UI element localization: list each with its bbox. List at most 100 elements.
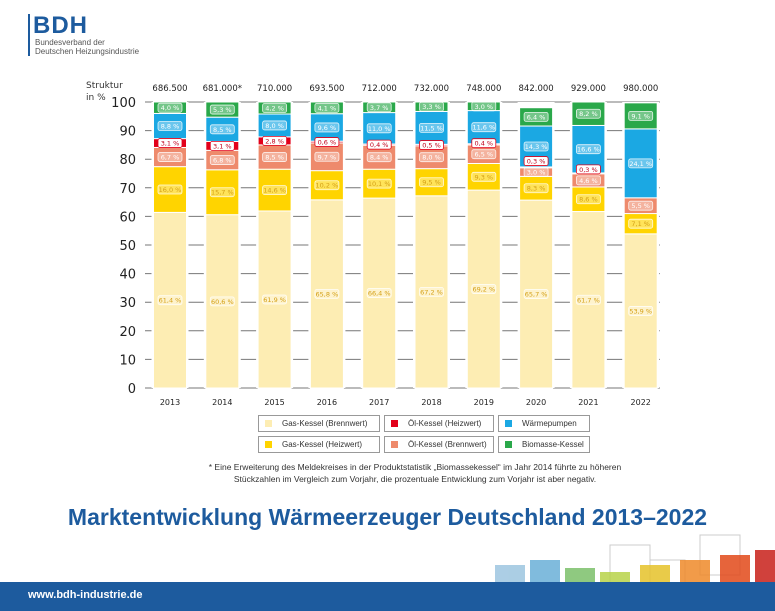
data-label-box [471, 284, 497, 294]
data-label-box [576, 175, 601, 186]
total-units-label: 842.000 [519, 84, 554, 94]
y-axis-label-unit: in % [86, 93, 106, 103]
data-label: 10,1 % [368, 180, 391, 188]
data-label: 0,6 % [318, 139, 337, 147]
data-label: 9,7 % [318, 153, 337, 161]
data-label-box [157, 152, 183, 162]
data-label-box [366, 102, 392, 113]
legend-swatch [391, 441, 398, 448]
logo-name: BDH [28, 14, 139, 38]
data-label-box [262, 135, 288, 146]
data-label-box [471, 149, 497, 160]
data-label: 9,5 % [422, 179, 441, 187]
bar-segment-gas_heizwert [362, 168, 397, 199]
y-tick-label: 80 [119, 153, 136, 168]
bar-2020: 65,7 % 8,3 % 3,0 % 0,3 % 14,3 % 6,4 % [517, 102, 555, 389]
x-tick-label: 2015 [264, 398, 284, 407]
data-label-box [209, 187, 235, 198]
bar-2022: 53,9 % 7,1 % 5,5 % 24,1 % 9,1 % [622, 102, 660, 389]
data-label: 14,3 % [525, 143, 548, 151]
legend-item-gas_heizwert: Gas-Kessel (Heizwert) [258, 436, 380, 453]
legend-swatch [505, 441, 512, 448]
total-units-label: 980.000 [623, 84, 658, 94]
legend-label: Öl-Kessel (Brennwert) [408, 440, 487, 449]
bar-segment-biomasse [623, 102, 658, 130]
data-label: 0,3 % [527, 158, 546, 166]
data-label-box [209, 296, 235, 307]
data-label: 2,8 % [265, 137, 284, 145]
total-units-label: 710.000 [257, 84, 292, 94]
data-label: 3,0 % [527, 169, 546, 177]
data-label: 7,1 % [631, 220, 650, 228]
data-label: 11,5 % [420, 124, 443, 132]
data-label: 6,7 % [161, 154, 180, 162]
data-label-box [157, 138, 183, 148]
data-label-box [628, 110, 654, 121]
data-label-box [209, 155, 235, 165]
legend-label: Gas-Kessel (Heizwert) [282, 440, 363, 449]
x-tick-label: 2018 [421, 398, 441, 407]
legend-label: Wärmepumpen [522, 419, 577, 428]
bar-segment-oel_brennwert [257, 144, 292, 170]
data-label: 15,7 % [211, 189, 234, 197]
legend-item-oel_brennwert: Öl-Kessel (Brennwert) [384, 436, 494, 453]
bar-segment-waermepumpen [414, 110, 449, 145]
data-label-box [314, 289, 340, 299]
bar-segment-gas_heizwert [466, 162, 501, 191]
data-label: 53,9 % [629, 307, 652, 315]
data-label: 9,1 % [631, 112, 650, 120]
data-label-box [419, 101, 444, 112]
data-label-box [314, 102, 340, 113]
data-label-box [576, 144, 601, 155]
bar-2017: 66,4 % 10,1 % 8,4 % 0,4 % 11,0 % 3,7 % [360, 101, 398, 389]
data-label: 8,5 % [265, 154, 284, 162]
data-label-box [419, 122, 444, 133]
data-label: 8,8 % [161, 123, 180, 131]
data-label: 3,1 % [213, 142, 232, 150]
data-label: 8,6 % [579, 196, 598, 204]
data-label: 66,4 % [368, 290, 391, 298]
data-label-box [419, 177, 444, 188]
x-tick-label: 2021 [578, 398, 598, 407]
data-label: 8,4 % [370, 154, 389, 162]
logo-line1: Bundesverband der [28, 38, 139, 47]
data-label-box [157, 102, 183, 113]
data-label: 3,0 % [475, 103, 494, 111]
data-label-box [314, 180, 340, 191]
data-label: 16,6 % [577, 146, 600, 154]
footer-url[interactable]: www.bdh-industrie.de [28, 589, 143, 601]
data-label-box [314, 122, 340, 133]
bar-2019: 69,2 % 9,3 % 6,5 % 0,4 % 11,6 % 3,0 % [465, 101, 503, 389]
data-label: 8,2 % [579, 110, 598, 118]
data-label-box [209, 124, 235, 135]
bdh-logo: BDH Bundesverband der Deutschen Heizungs… [28, 14, 139, 56]
y-tick-label: 30 [119, 296, 136, 311]
data-label: 4,6 % [579, 177, 598, 185]
logo-line2: Deutschen Heizungsindustrie [28, 47, 139, 56]
data-label: 0,4 % [475, 140, 494, 148]
data-label: 0,4 % [370, 141, 389, 149]
legend-item-oel_heizwert: Öl-Kessel (Heizwert) [384, 415, 494, 432]
legend-swatch [265, 441, 272, 448]
total-units-label: 732.000 [414, 84, 449, 94]
data-label: 4,1 % [318, 104, 337, 112]
data-label-box [366, 139, 392, 150]
data-label: 9,6 % [318, 124, 337, 132]
data-label: 24,1 % [629, 160, 652, 168]
bar-segment-oel_brennwert [309, 142, 344, 172]
bar-segment-biomasse [362, 101, 397, 114]
data-label-box [262, 152, 288, 162]
bar-segment-gas_brennwert [362, 197, 397, 389]
legend-swatch [265, 420, 272, 427]
data-label-box [523, 167, 549, 177]
bar-2014: 60,6 % 15,7 % 6,8 % 3,1 % 8,5 % 5,3 % [203, 101, 241, 389]
bar-2021: 61,7 % 8,6 % 4,6 % 0,3 % 16,6 % 8,2 % [569, 101, 607, 389]
data-label-box [209, 141, 235, 151]
x-tick-label: 2019 [474, 398, 494, 407]
data-label: 6,5 % [475, 151, 494, 159]
legend-item-biomasse: Biomasse-Kessel [498, 436, 590, 453]
bar-segment-gas_brennwert [205, 214, 240, 389]
total-units-label: 712.000 [362, 84, 397, 94]
page-title: Marktentwicklung Wärmeerzeuger Deutschla… [67, 504, 708, 530]
data-label-box [366, 123, 392, 134]
